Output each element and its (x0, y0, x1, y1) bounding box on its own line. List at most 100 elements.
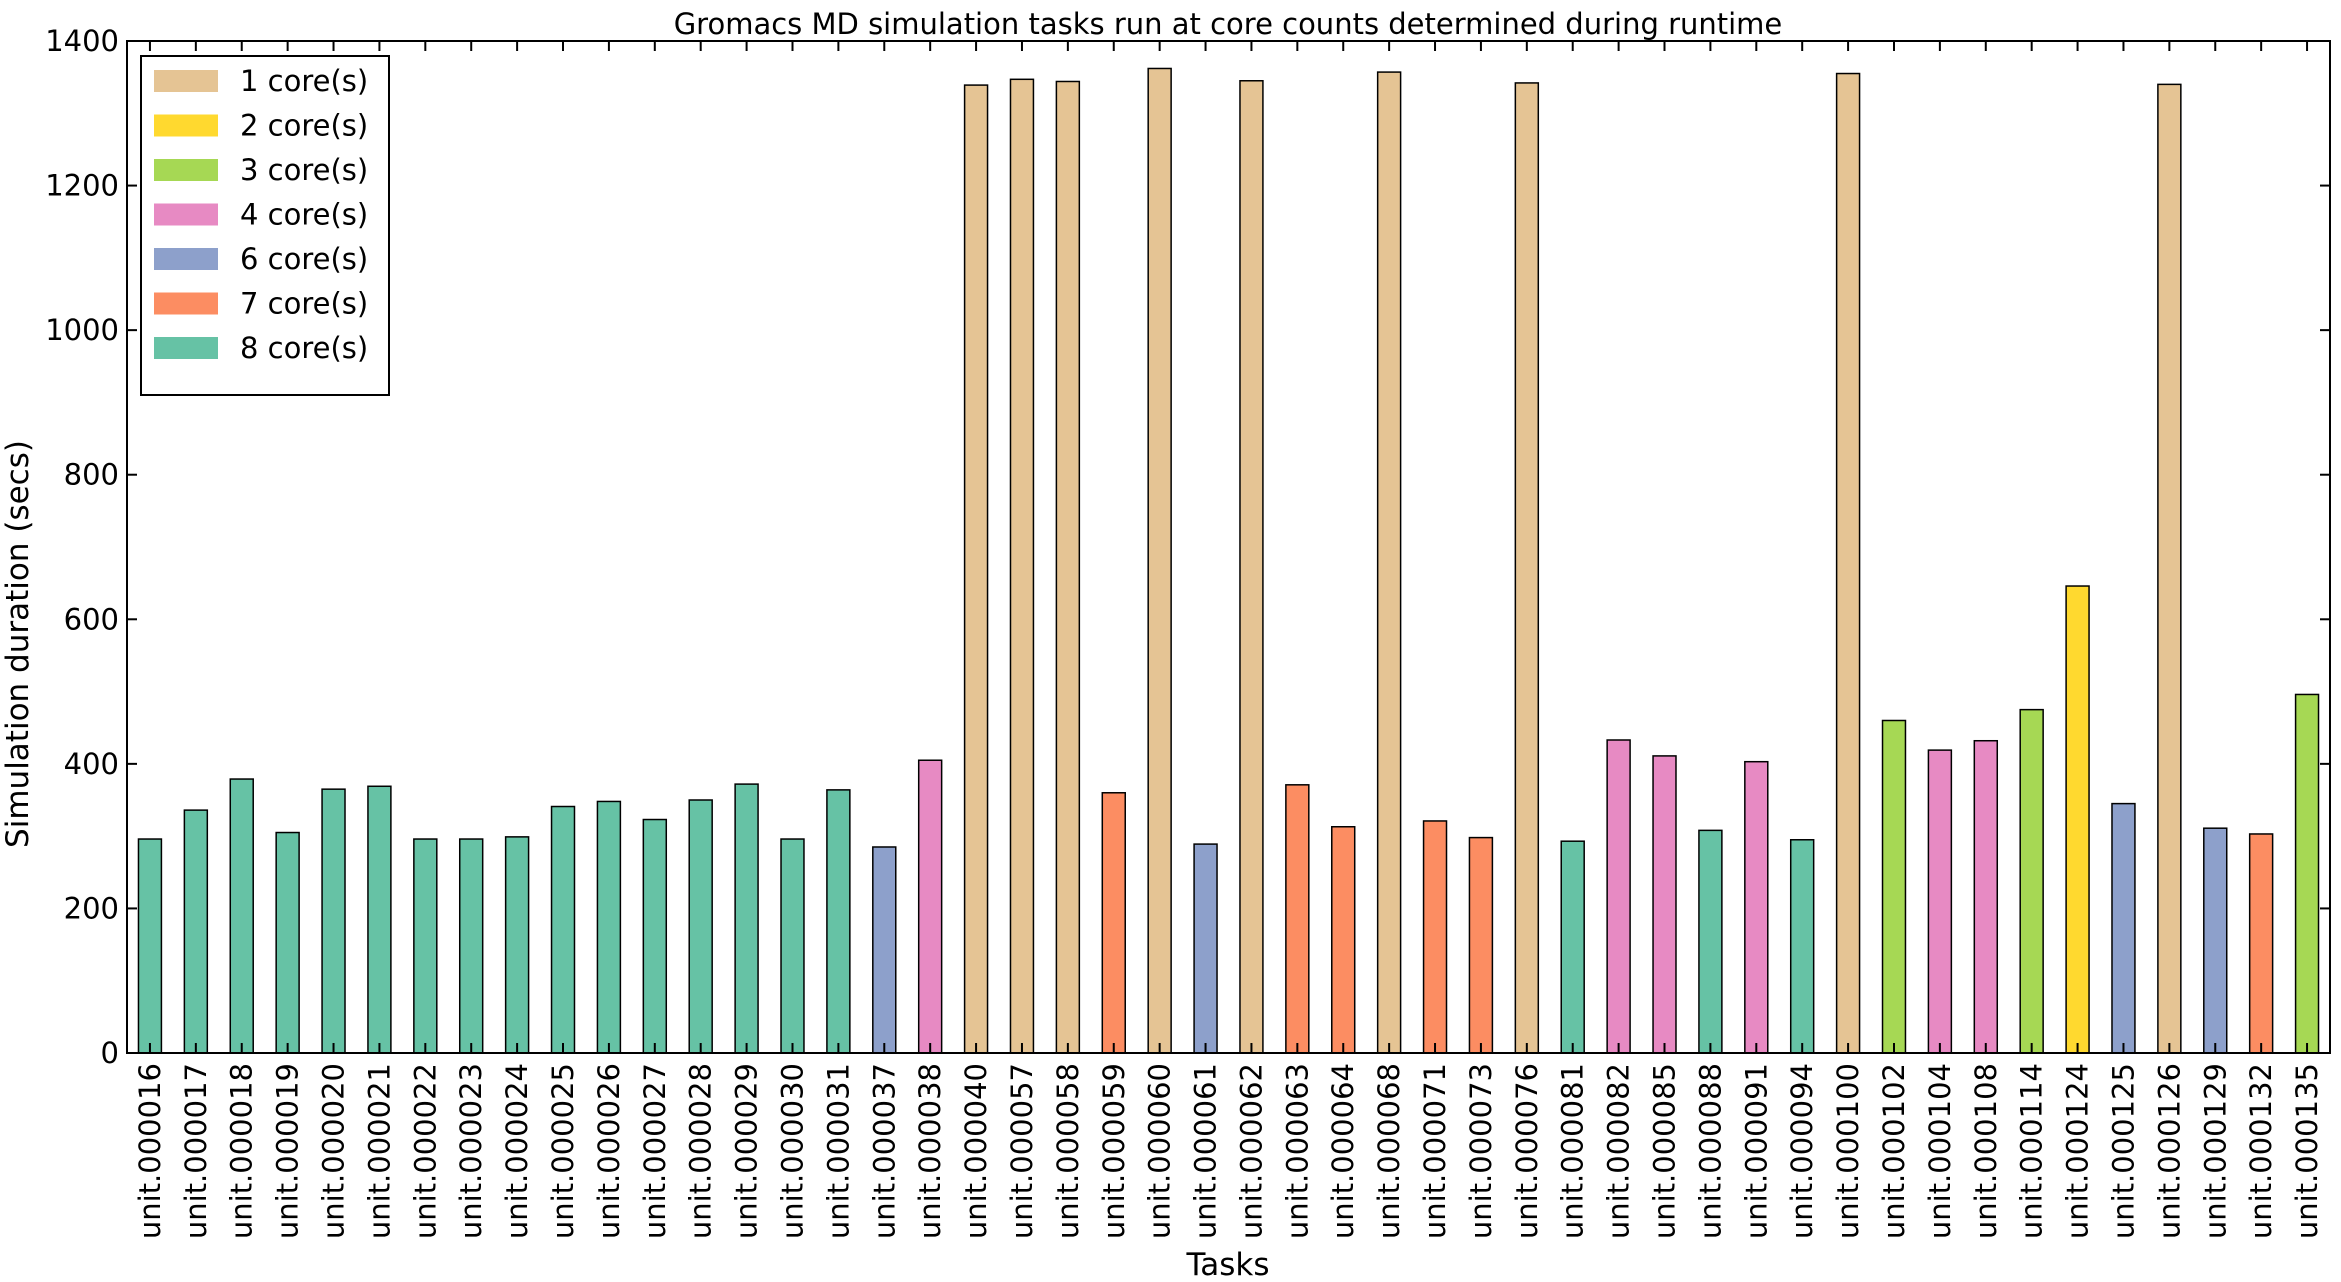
x-tick-label: unit.000026 (592, 1063, 626, 1239)
legend-swatch-3-cores (154, 159, 218, 181)
x-tick-label: unit.000023 (454, 1063, 488, 1239)
x-tick-label: unit.000063 (1280, 1063, 1314, 1239)
bar-unit.000030 (780, 838, 805, 1054)
x-tick-label: unit.000085 (1648, 1063, 1682, 1239)
x-tick-label: unit.000024 (500, 1063, 534, 1239)
bar-unit.000100 (1835, 72, 1861, 1054)
bar-unit.000027 (642, 818, 668, 1054)
x-tick-label: unit.000108 (1969, 1063, 2003, 1239)
bar-unit.000029 (734, 783, 759, 1054)
x-tick-label: unit.000037 (867, 1063, 901, 1239)
x-tick-label: unit.000031 (821, 1063, 855, 1239)
x-tick-label: unit.000022 (408, 1063, 442, 1239)
bar-unit.000025 (550, 805, 576, 1054)
plot-area-frame (126, 40, 2331, 1054)
bar-unit.000073 (1468, 836, 1494, 1054)
x-tick-label: unit.000040 (959, 1063, 993, 1239)
bar-unit.000062 (1239, 80, 1264, 1054)
bar-unit.000026 (596, 800, 622, 1054)
x-tick-label: unit.000082 (1602, 1063, 1636, 1239)
bar-unit.000020 (321, 788, 346, 1054)
x-tick-label: unit.000068 (1372, 1063, 1406, 1239)
bar-unit.000018 (229, 778, 254, 1054)
x-tick-label: unit.000020 (317, 1063, 351, 1239)
legend-swatch-2-cores (154, 114, 218, 137)
x-tick-label: unit.000061 (1189, 1063, 1223, 1239)
x-tick-label: unit.000018 (225, 1063, 259, 1239)
bar-unit.000132 (2248, 833, 2274, 1054)
x-tick-label: unit.000081 (1556, 1063, 1590, 1239)
x-tick-label: unit.000058 (1051, 1063, 1085, 1239)
legend-label: 6 core(s) (240, 242, 368, 276)
bar-unit.000038 (917, 759, 943, 1054)
bar-unit.000022 (413, 838, 438, 1054)
bar-unit.000063 (1285, 784, 1310, 1054)
legend: 1 core(s) 2 core(s) 3 core(s) 4 core(s) 6 co… (140, 55, 390, 396)
bar-unit.000126 (2157, 83, 2182, 1054)
bar-unit.000129 (2203, 827, 2228, 1054)
y-tick-label: 1000 (45, 313, 119, 347)
x-tick-label: unit.000114 (2015, 1063, 2049, 1239)
x-tick-label: unit.000017 (179, 1063, 213, 1239)
bar-unit.000017 (183, 809, 209, 1054)
x-tick-label: unit.000028 (684, 1063, 718, 1239)
bar-unit.000064 (1331, 826, 1356, 1054)
bar-unit.000059 (1101, 792, 1126, 1054)
x-tick-label: unit.000030 (775, 1063, 809, 1239)
x-tick-label: unit.000094 (1785, 1063, 1819, 1239)
bar-unit.000068 (1376, 71, 1402, 1054)
y-tick-label: 0 (101, 1036, 119, 1070)
legend-swatch-8-cores (154, 337, 218, 359)
bar-unit.000028 (688, 799, 713, 1054)
x-tick-label: unit.000029 (730, 1063, 764, 1239)
x-tick-label: unit.000135 (2290, 1063, 2324, 1239)
bar-unit.000021 (367, 785, 392, 1054)
bar-unit.000076 (1514, 82, 1540, 1054)
legend-label: 7 core(s) (240, 287, 368, 321)
x-tick-label: unit.000102 (1877, 1063, 1911, 1239)
x-tick-label: unit.000073 (1464, 1063, 1498, 1239)
legend-label: 1 core(s) (240, 64, 368, 98)
x-tick-label: unit.000021 (362, 1063, 396, 1239)
bar-unit.000108 (1973, 739, 1999, 1054)
x-axis: unit.000016 unit.000017 unit.000018 unit.00… (133, 41, 2324, 1239)
y-tick-label: 600 (64, 602, 119, 636)
bar-unit.000061 (1193, 843, 1218, 1054)
bar-unit.000071 (1422, 820, 1448, 1054)
bar-unit.000114 (2019, 708, 2044, 1054)
bar-unit.000040 (963, 84, 989, 1054)
x-tick-label: unit.000071 (1418, 1063, 1452, 1239)
x-tick-label: unit.000064 (1326, 1063, 1360, 1239)
x-tick-label: unit.000016 (133, 1063, 167, 1239)
legend-swatch-6-cores (154, 248, 218, 270)
x-tick-label: unit.000025 (546, 1063, 580, 1239)
x-tick-label: unit.000132 (2244, 1063, 2278, 1239)
x-tick-label: unit.000104 (1923, 1063, 1957, 1239)
legend-label: 4 core(s) (240, 198, 368, 232)
x-tick-label: unit.000057 (1005, 1063, 1039, 1239)
bar-unit.000058 (1055, 80, 1081, 1054)
legend-swatch-4-cores (154, 203, 218, 226)
bar-unit.000094 (1789, 839, 1815, 1054)
x-tick-label: unit.000129 (2198, 1063, 2232, 1239)
bar-unit.000085 (1652, 755, 1677, 1054)
bar-unit.000024 (504, 836, 530, 1054)
legend-label: 3 core(s) (240, 153, 368, 187)
y-tick-label: 1400 (45, 24, 119, 58)
y-tick-label: 1200 (45, 169, 119, 203)
x-tick-label: unit.000019 (271, 1063, 305, 1239)
x-tick-label: unit.000124 (2061, 1063, 2095, 1239)
bar-unit.000125 (2111, 802, 2136, 1054)
x-tick-label: unit.000088 (1693, 1063, 1727, 1239)
bar-unit.000104 (1927, 749, 1953, 1054)
x-tick-label: unit.000059 (1097, 1063, 1131, 1239)
legend-swatch-7-cores (154, 292, 218, 315)
bar-unit.000031 (826, 789, 851, 1054)
bar-unit.000088 (1698, 829, 1723, 1054)
bar-unit.000081 (1560, 840, 1585, 1054)
x-tick-label: unit.000062 (1234, 1063, 1268, 1239)
legend-label: 2 core(s) (240, 109, 368, 143)
legend-label: 8 core(s) (240, 331, 368, 365)
